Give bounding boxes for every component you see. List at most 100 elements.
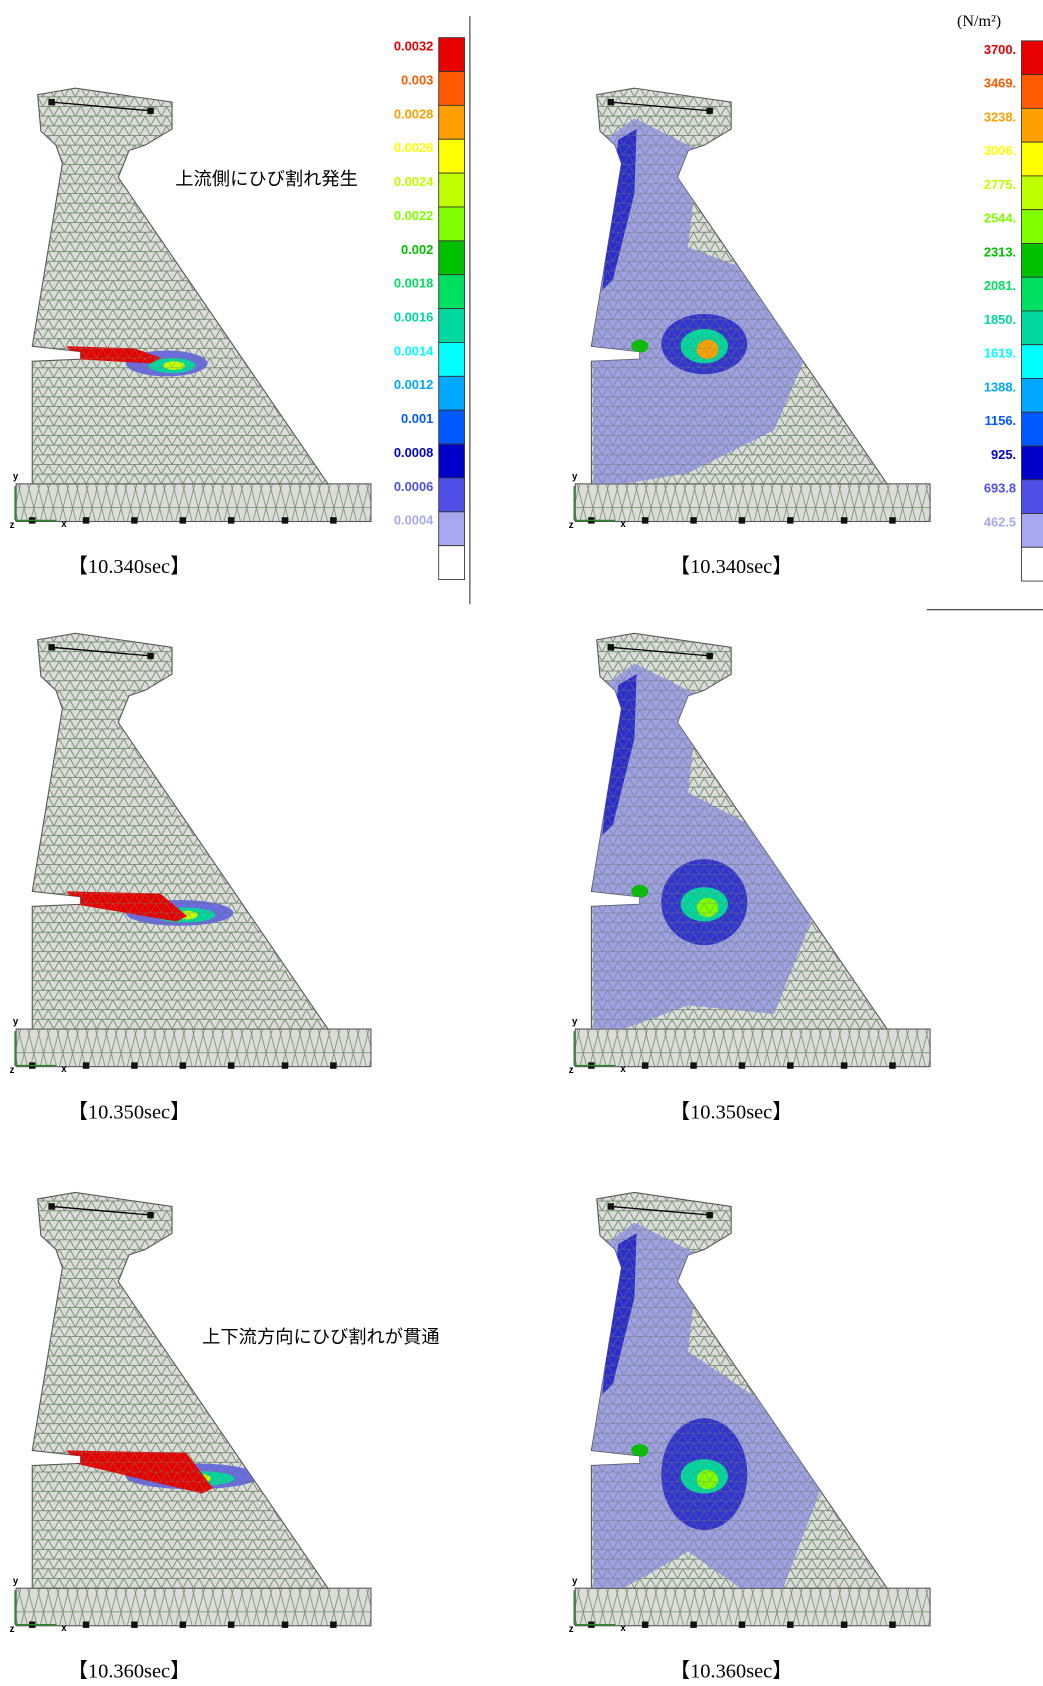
support-node (690, 517, 696, 523)
legend-label: 2081. (984, 278, 1016, 293)
contour (591, 1192, 887, 1611)
support-node (608, 99, 614, 105)
support-node (83, 517, 89, 523)
legend-label: 0.003 (401, 72, 433, 87)
legend-label: 0.0024 (394, 174, 434, 189)
dam-panel: yxz【10.360sec】 (10, 1192, 371, 1682)
mesh-overlay (32, 1192, 328, 1588)
support-node (147, 653, 153, 659)
mesh-overlay (591, 1192, 887, 1588)
triad-label: y (572, 1017, 578, 1028)
triad-label: y (13, 1576, 19, 1587)
foundation (575, 484, 930, 522)
foundation (575, 1029, 930, 1067)
legend-swatch (439, 207, 465, 241)
dam-panel: yxz【10.340sec】 (10, 88, 371, 578)
contour (32, 1192, 328, 1588)
legend-swatch (439, 173, 465, 207)
support-node (841, 517, 847, 523)
legend-swatch (1021, 378, 1043, 412)
support-node (228, 517, 234, 523)
legend-swatch (1021, 41, 1043, 75)
legend-label: 1156. (985, 413, 1017, 428)
triad-label: y (572, 472, 578, 483)
support-node (48, 644, 54, 650)
legend-swatch (1021, 345, 1043, 379)
legend-swatch (439, 376, 465, 410)
support-node (739, 517, 745, 523)
support-node (642, 1621, 648, 1627)
legend-label: 3238. (984, 109, 1016, 124)
legend-label: 3006. (984, 143, 1016, 158)
dam-panel: yxz【10.360sec】 (569, 1192, 930, 1682)
support-node (841, 1062, 847, 1068)
support-node (147, 108, 153, 114)
support-node (889, 1621, 895, 1627)
foundation (575, 1588, 930, 1626)
triad-label: z (10, 1065, 15, 1076)
legend-label: 0.002 (401, 242, 433, 257)
legend-label: 0.0008 (394, 445, 433, 460)
legend-label: 0.001 (401, 411, 433, 426)
legend-swatch (439, 72, 465, 106)
support-node (608, 644, 614, 650)
support-node (228, 1062, 234, 1068)
support-node (180, 1621, 186, 1627)
triad-label: x (61, 1623, 67, 1634)
support-node (787, 517, 793, 523)
support-node (83, 1621, 89, 1627)
legend-label: 0.0014 (394, 343, 434, 358)
figure: yxz【10.340sec】yxz【10.340sec】yxz【10.350se… (0, 0, 1043, 1686)
annotation: 上流側にひび割れ発生 (175, 169, 358, 190)
triad-label: z (10, 520, 15, 531)
support-node (48, 1203, 54, 1209)
legend-swatch (439, 139, 465, 173)
support-node (83, 1062, 89, 1068)
support-node (608, 1203, 614, 1209)
legend-swatch (1021, 243, 1043, 277)
legend-label: 3700. (984, 42, 1016, 57)
support-node (131, 1062, 137, 1068)
support-node (282, 517, 288, 523)
contour (591, 633, 887, 1039)
legend-swatch (1021, 446, 1043, 480)
legend-swatch (1021, 210, 1043, 244)
support-node (889, 1062, 895, 1068)
triad-label: y (13, 1017, 19, 1028)
legend-label: 2313. (984, 244, 1016, 259)
mesh-overlay (591, 633, 887, 1029)
support-node (739, 1621, 745, 1627)
triad-label: x (620, 1064, 626, 1075)
support-node (841, 1621, 847, 1627)
triad-label: z (569, 1624, 574, 1635)
triad-label: x (620, 519, 626, 530)
legend-label: 693.8 (984, 481, 1016, 496)
support-node (330, 517, 336, 523)
legend-swatch (439, 410, 465, 444)
legend-swatch (439, 478, 465, 512)
support-node (787, 1621, 793, 1627)
legend-swatch (1021, 75, 1043, 109)
triad-label: z (10, 1624, 15, 1635)
legend-label: 1850. (984, 312, 1016, 327)
caption: 【10.350sec】 (670, 1101, 793, 1123)
triad-label: x (61, 1064, 67, 1075)
support-node (690, 1062, 696, 1068)
support-node (706, 108, 712, 114)
support-node (690, 1621, 696, 1627)
foundation (16, 484, 371, 522)
support-node (706, 1212, 712, 1218)
support-node (706, 653, 712, 659)
legend-swatch (1021, 142, 1043, 176)
triad-label: x (620, 1623, 626, 1634)
legend-swatch (1021, 176, 1043, 210)
legend-swatch (439, 546, 465, 580)
support-node (330, 1621, 336, 1627)
legend-swatch (439, 275, 465, 309)
mesh-overlay (591, 88, 887, 484)
triad-label: z (569, 520, 574, 531)
legend-swatch (1021, 514, 1043, 548)
caption: 【10.340sec】 (670, 556, 793, 578)
triad-label: z (569, 1065, 574, 1076)
dam-panel: yxz【10.350sec】 (10, 633, 371, 1123)
